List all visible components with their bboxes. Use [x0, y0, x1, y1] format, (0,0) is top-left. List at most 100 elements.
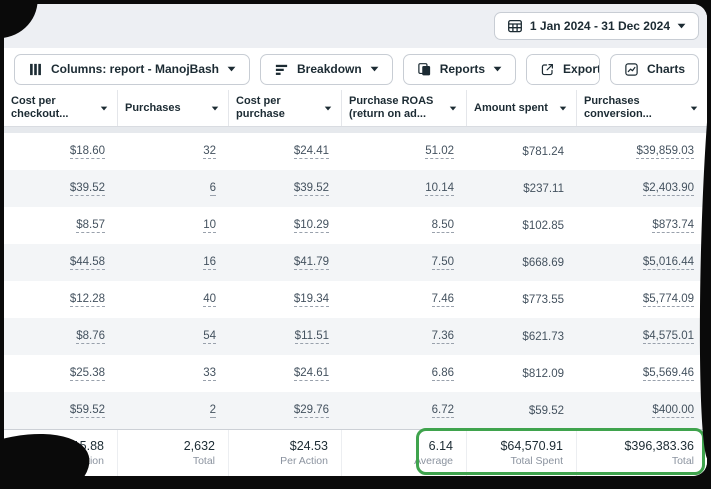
reports-button[interactable]: Reports — [402, 53, 517, 85]
charts-label: Charts — [646, 62, 685, 76]
metric-value-tooltip[interactable]: 40 — [203, 292, 216, 307]
export-button[interactable]: Export — [527, 54, 600, 84]
summary-cell-2: 2,632 Total — [118, 430, 229, 476]
summary-value: 6.14 — [428, 439, 453, 453]
table-row: $44.58 16 $41.79 7.50 $668.69 $5,016.44 — [4, 244, 707, 281]
metric-value-tooltip[interactable]: $29.76 — [293, 403, 329, 418]
summary-label: Average — [414, 455, 453, 467]
table-cell: 10 — [118, 207, 229, 244]
charts-button[interactable]: Charts — [609, 53, 699, 85]
column-header-3[interactable]: Cost per purchase — [229, 90, 342, 126]
column-header-5[interactable]: Amount spent — [467, 90, 577, 126]
metric-value: $102.85 — [522, 219, 564, 232]
metric-value-tooltip[interactable]: 7.50 — [431, 255, 454, 270]
summary-cell-1: $15.88 Per Action — [4, 430, 118, 476]
metric-value-tooltip[interactable]: 10.14 — [425, 181, 454, 196]
metric-value-tooltip[interactable]: 6.72 — [431, 403, 454, 418]
metric-value-tooltip[interactable]: $11.51 — [294, 329, 329, 344]
column-header-label: Cost per purchase — [236, 95, 285, 120]
metric-value-tooltip[interactable]: 51.02 — [425, 144, 454, 159]
column-header-1[interactable]: Cost per checkout... — [4, 90, 118, 126]
metric-value-tooltip[interactable]: 54 — [203, 329, 216, 344]
metric-value-tooltip[interactable]: $18.60 — [69, 144, 105, 159]
sort-caret-icon — [559, 106, 567, 111]
metric-value-tooltip[interactable]: $24.61 — [293, 366, 329, 381]
column-header-label: Purchases — [125, 101, 181, 114]
table-cell: $18.60 — [4, 133, 118, 170]
breakdown-button[interactable]: Breakdown — [260, 53, 393, 85]
columns-label: Columns: report - ManojBash — [51, 62, 220, 76]
columns-button[interactable]: Columns: report - ManojBash — [14, 53, 251, 85]
metric-value-tooltip[interactable]: $10.29 — [293, 218, 329, 233]
summary-value: $396,383.36 — [624, 439, 694, 453]
table-cell: 40 — [118, 281, 229, 318]
metric-value-tooltip[interactable]: $2,403.90 — [642, 181, 694, 196]
metric-value-tooltip[interactable]: 6 — [209, 181, 216, 196]
metric-value-tooltip[interactable]: $39.52 — [293, 181, 329, 196]
table-cell: $873.74 — [577, 207, 707, 244]
table-cell: $19.34 — [229, 281, 342, 318]
table-cell: $5,774.09 — [577, 281, 707, 318]
top-bar: 1 Jan 2024 - 31 Dec 2024 — [4, 4, 707, 48]
metric-value: $773.55 — [522, 293, 564, 306]
metric-value-tooltip[interactable]: 7.36 — [431, 329, 454, 344]
metric-value-tooltip[interactable]: $39,859.03 — [636, 144, 694, 159]
reports-icon — [417, 62, 432, 77]
metric-value-tooltip[interactable]: $5,774.09 — [642, 292, 694, 307]
table-cell: $102.85 — [467, 207, 577, 244]
metric-value-tooltip[interactable]: $44.58 — [69, 255, 105, 270]
column-header-label: Cost per checkout... — [11, 95, 69, 120]
table-cell: $621.73 — [467, 318, 577, 355]
metric-value-tooltip[interactable]: $24.41 — [293, 144, 329, 159]
metric-value-tooltip[interactable]: 10 — [203, 218, 216, 233]
metric-value-tooltip[interactable]: 32 — [203, 144, 216, 159]
summary-value: $15.88 — [65, 439, 104, 453]
ads-manager-panel: 1 Jan 2024 - 31 Dec 2024 Columns: report… — [4, 4, 707, 476]
table-summary-row: $15.88 Per Action 2,632 Total $24.53 Per Acti… — [4, 429, 707, 476]
metric-value-tooltip[interactable]: $12.28 — [69, 292, 105, 307]
metric-value-tooltip[interactable]: $873.74 — [652, 218, 694, 233]
table-cell: $24.61 — [229, 355, 342, 392]
table-cell: $39.52 — [229, 170, 342, 207]
column-header-6[interactable]: Purchases conversion... — [577, 90, 707, 126]
metric-value-tooltip[interactable]: $5,016.44 — [642, 255, 694, 270]
column-header-label: Purchases conversion... — [584, 95, 652, 120]
metric-value-tooltip[interactable]: 16 — [203, 255, 216, 270]
column-header-label: Purchase ROAS (return on ad... — [349, 95, 434, 120]
table-header-row: Cost per checkout... Purchases Cost per pu… — [4, 90, 707, 126]
metric-value-tooltip[interactable]: $400.00 — [652, 403, 694, 418]
metric-value-tooltip[interactable]: $8.76 — [76, 329, 105, 344]
metric-value-tooltip[interactable]: 2 — [209, 403, 216, 418]
horizontal-scrollbar[interactable] — [4, 126, 707, 133]
metric-value-tooltip[interactable]: $59.52 — [69, 403, 105, 418]
table-cell: 8.50 — [342, 207, 467, 244]
metric-value-tooltip[interactable]: $39.52 — [69, 181, 105, 196]
metric-value: $781.24 — [522, 145, 564, 158]
metric-value-tooltip[interactable]: 7.46 — [431, 292, 454, 307]
summary-value: $24.53 — [289, 439, 328, 453]
table-cell: 6.86 — [342, 355, 467, 392]
summary-cell-4: 6.14 Average — [342, 430, 467, 476]
summary-label: Per Action — [280, 455, 328, 467]
metric-value-tooltip[interactable]: 8.50 — [431, 218, 454, 233]
table-cell: 6.72 — [342, 392, 467, 429]
column-header-4[interactable]: Purchase ROAS (return on ad... — [342, 90, 467, 126]
export-label: Export — [563, 62, 600, 76]
metric-value-tooltip[interactable]: $5,569.46 — [642, 366, 694, 381]
metric-value-tooltip[interactable]: 6.86 — [431, 366, 454, 381]
date-range-picker[interactable]: 1 Jan 2024 - 31 Dec 2024 — [493, 12, 699, 40]
metric-value-tooltip[interactable]: $41.79 — [293, 255, 329, 270]
metric-value-tooltip[interactable]: $8.57 — [76, 218, 105, 233]
metric-value-tooltip[interactable]: 33 — [203, 366, 216, 381]
table-cell: $59.52 — [4, 392, 118, 429]
table-cell: $39,859.03 — [577, 133, 707, 170]
breakdown-icon — [274, 62, 289, 77]
reports-label: Reports — [439, 62, 486, 76]
metric-value-tooltip[interactable]: $4,575.01 — [642, 329, 694, 344]
table-cell: $11.51 — [229, 318, 342, 355]
column-header-2[interactable]: Purchases — [118, 90, 229, 126]
metric-value-tooltip[interactable]: $19.34 — [293, 292, 329, 307]
sort-caret-icon — [690, 106, 698, 111]
metric-value-tooltip[interactable]: $25.38 — [69, 366, 105, 381]
export-split-button: Export — [526, 53, 600, 85]
